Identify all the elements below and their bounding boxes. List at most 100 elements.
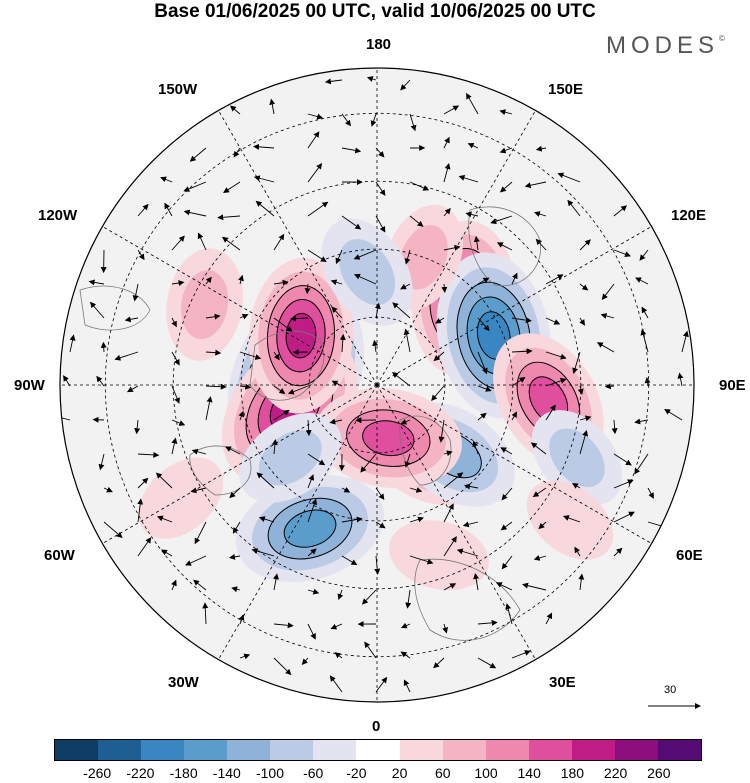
wind-arrow [205, 276, 212, 285]
meridian-line [218, 110, 378, 386]
wind-arrow [375, 147, 385, 158]
wind-arrow [307, 453, 326, 466]
wind-arrow [462, 521, 479, 528]
wind-arrow [185, 555, 207, 566]
wind-arrow [443, 208, 451, 217]
wind-arrow [273, 233, 285, 251]
wind-arrow [477, 657, 497, 669]
wind-arrow [635, 277, 649, 285]
wind-arrow [473, 235, 480, 251]
wind-arrow [126, 385, 139, 393]
colorbar-cell [485, 740, 529, 760]
colorbar-tick-label: -180 [169, 765, 198, 781]
wind-arrow [431, 385, 445, 401]
wind-arrow [639, 249, 649, 261]
wind-arrow [253, 175, 275, 183]
wind-arrow [613, 511, 635, 523]
wind-arrow [477, 317, 490, 332]
wind-arrow [269, 98, 276, 115]
colorbar-cell [98, 740, 142, 760]
colorbar-cell [356, 740, 400, 760]
colorbar-tick-label: -260 [83, 765, 112, 781]
wind-arrow [496, 242, 513, 251]
wind-arrow [511, 650, 531, 659]
wind-arrow [443, 136, 450, 149]
wind-arrow [458, 174, 479, 183]
wind-arrow [533, 555, 547, 561]
wind-arrow [477, 619, 498, 626]
anomaly-field [138, 204, 623, 591]
positive-anomaly [389, 520, 489, 591]
wind-arrow [307, 474, 315, 489]
wind-arrow [572, 482, 581, 489]
colorbar-tick-label: 100 [474, 765, 498, 781]
wind-arrow [562, 515, 581, 523]
colorbar-tick-label: 20 [391, 765, 408, 781]
wind-arrow [443, 105, 460, 115]
wind-arrow [229, 105, 241, 115]
wind-arrow [258, 516, 275, 523]
wind-arrow [164, 202, 173, 217]
wind-arrow [341, 516, 363, 523]
wind-arrow [171, 579, 177, 591]
wind-arrow [361, 589, 377, 605]
wind-arrow [567, 199, 581, 217]
wind-arrow [443, 536, 457, 557]
wind-arrow [353, 249, 377, 260]
wind-arrow [238, 410, 245, 421]
wind-arrow [501, 487, 513, 501]
wind-arrow [307, 249, 327, 263]
wind-arrow [511, 377, 526, 387]
wind-arrow [613, 453, 632, 466]
wind-arrow [183, 209, 207, 217]
wind-arrow [156, 515, 173, 523]
lon-label-60w: 60W [44, 547, 75, 564]
colorbar-cell [528, 740, 572, 760]
polar-map [59, 67, 701, 709]
wind-arrow [202, 602, 209, 625]
colorbar-cell [270, 740, 314, 760]
wind-arrow [579, 415, 592, 422]
colorbar-tick-label: 60 [435, 765, 451, 781]
positive-anomaly [166, 248, 243, 361]
wind-arrow [572, 351, 581, 374]
wind-arrow [375, 215, 386, 233]
wind-arrow [331, 380, 343, 387]
wind-arrow [239, 351, 262, 360]
wind-arrow [557, 172, 581, 183]
colorbar [54, 739, 702, 761]
brand-logo: MODES© [606, 32, 725, 60]
wind-arrow [400, 283, 411, 290]
wind-arrow [640, 329, 649, 353]
wind-arrow [511, 272, 518, 285]
wind-arrow [677, 372, 684, 387]
colorbar-tick-label: 220 [603, 765, 628, 781]
wind-arrow [273, 657, 292, 676]
wind-arrow [443, 472, 464, 489]
wind-arrow [324, 78, 343, 85]
wind-arrow [273, 409, 290, 421]
wind-arrow [611, 419, 618, 435]
lon-label-30w: 30W [168, 674, 199, 691]
wind-arrow [499, 181, 513, 193]
wind-arrow [171, 235, 185, 251]
wind-arrow [538, 521, 547, 530]
wind-arrow [155, 472, 173, 489]
wind-arrow [287, 385, 309, 395]
wind-arrow [307, 162, 323, 183]
wind-arrow [171, 385, 180, 404]
coastlines [79, 206, 542, 641]
wind-arrow [466, 92, 479, 115]
wind-arrow [392, 302, 411, 319]
wind-arrow [221, 236, 241, 251]
wind-arrow [134, 419, 141, 435]
wind-arrow [253, 143, 275, 150]
wind-arrow [307, 588, 320, 595]
colorbar-tick-label: -60 [303, 765, 324, 781]
wind-arrow [441, 283, 448, 293]
wind-vectors [60, 76, 689, 693]
lon-label-150e: 150E [548, 81, 584, 98]
wind-arrow [290, 315, 309, 322]
colorbar-tick-label: -140 [212, 765, 241, 781]
colorbar-cell [313, 740, 357, 760]
